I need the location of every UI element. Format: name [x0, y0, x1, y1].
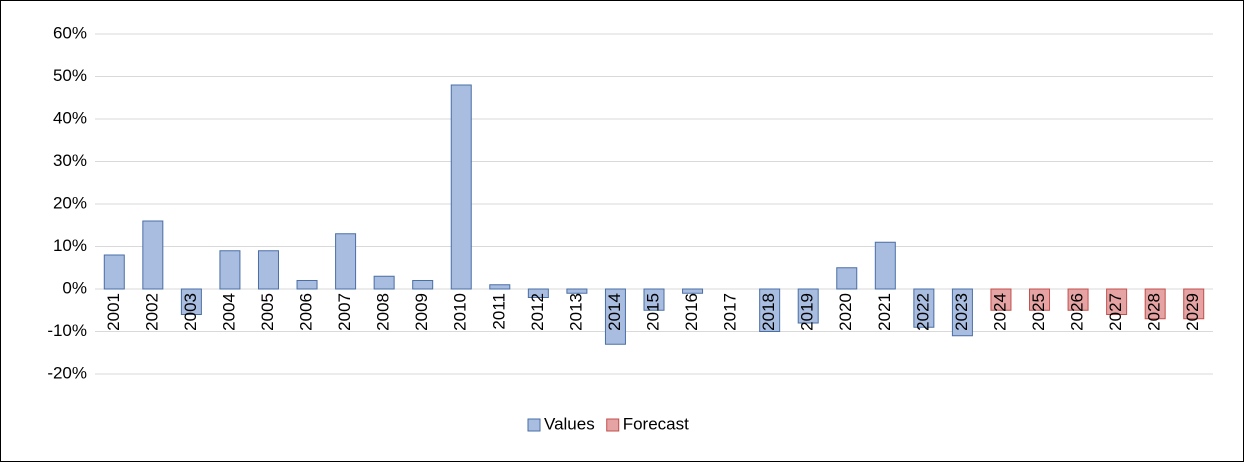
bar — [1067, 288, 1089, 311]
bar — [874, 241, 896, 290]
legend-swatch — [606, 418, 620, 432]
y-tick-label: 10% — [53, 236, 87, 255]
bar — [643, 288, 665, 311]
x-tick-label: 2008 — [374, 293, 393, 331]
x-tick-label: 2001 — [104, 293, 123, 331]
x-tick-label: 2016 — [682, 293, 701, 331]
x-tick-label: 2014 — [605, 293, 624, 331]
x-tick-label: 2005 — [258, 293, 277, 331]
bar — [527, 288, 549, 298]
bar — [990, 288, 1012, 311]
x-tick-label: 2010 — [451, 293, 470, 331]
x-tick-label: 2015 — [643, 293, 662, 331]
y-tick-label: 50% — [53, 66, 87, 85]
bar — [836, 267, 858, 290]
bar — [604, 288, 626, 345]
x-tick-label: 2003 — [181, 293, 200, 331]
x-tick-label: 2013 — [566, 293, 585, 331]
x-tick-label: 2019 — [798, 293, 817, 331]
x-tick-label: 2021 — [875, 293, 894, 331]
x-tick-label: 2026 — [1068, 293, 1087, 331]
x-tick-label: 2006 — [297, 293, 316, 331]
x-tick-label: 2018 — [759, 293, 778, 331]
x-tick-label: 2027 — [1106, 293, 1125, 331]
bar — [257, 250, 279, 290]
bar — [219, 250, 241, 290]
bar — [450, 84, 472, 290]
bar — [682, 288, 704, 294]
bar — [1029, 288, 1051, 311]
x-tick-label: 2022 — [913, 293, 932, 331]
x-tick-label: 2023 — [952, 293, 971, 331]
x-tick-label: 2028 — [1145, 293, 1164, 331]
y-tick-label: -10% — [47, 321, 87, 340]
bar — [797, 288, 819, 324]
y-tick-label: 0% — [62, 278, 87, 297]
bar — [335, 233, 357, 290]
bar — [296, 280, 318, 290]
y-tick-label: -20% — [47, 363, 87, 382]
bar — [1183, 288, 1205, 320]
x-tick-label: 2011 — [489, 293, 508, 330]
bar — [489, 284, 511, 290]
bar — [103, 254, 125, 290]
x-tick-label: 2020 — [836, 293, 855, 331]
x-tick-label: 2024 — [990, 293, 1009, 331]
bar — [373, 275, 395, 290]
bar — [913, 288, 935, 328]
legend-label: Values — [544, 414, 595, 433]
x-tick-label: 2012 — [528, 293, 547, 331]
x-tick-label: 2004 — [219, 293, 238, 331]
bar — [1106, 288, 1128, 315]
bar — [1144, 288, 1166, 320]
bar — [759, 288, 781, 332]
x-tick-label: 2017 — [721, 293, 740, 331]
bar — [180, 288, 202, 315]
y-tick-label: 30% — [53, 151, 87, 170]
x-tick-label: 2029 — [1183, 293, 1202, 331]
x-tick-label: 2025 — [1029, 293, 1048, 331]
x-tick-label: 2007 — [335, 293, 354, 331]
x-tick-label: 2002 — [142, 293, 161, 331]
y-tick-label: 20% — [53, 193, 87, 212]
legend-swatch — [527, 418, 541, 432]
bar — [142, 220, 164, 290]
y-tick-label: 60% — [53, 23, 87, 42]
x-tick-label: 2009 — [412, 293, 431, 331]
y-tick-label: 40% — [53, 108, 87, 127]
bar — [951, 288, 973, 337]
bar — [412, 280, 434, 290]
bar — [566, 288, 588, 294]
legend-label: Forecast — [623, 414, 689, 433]
